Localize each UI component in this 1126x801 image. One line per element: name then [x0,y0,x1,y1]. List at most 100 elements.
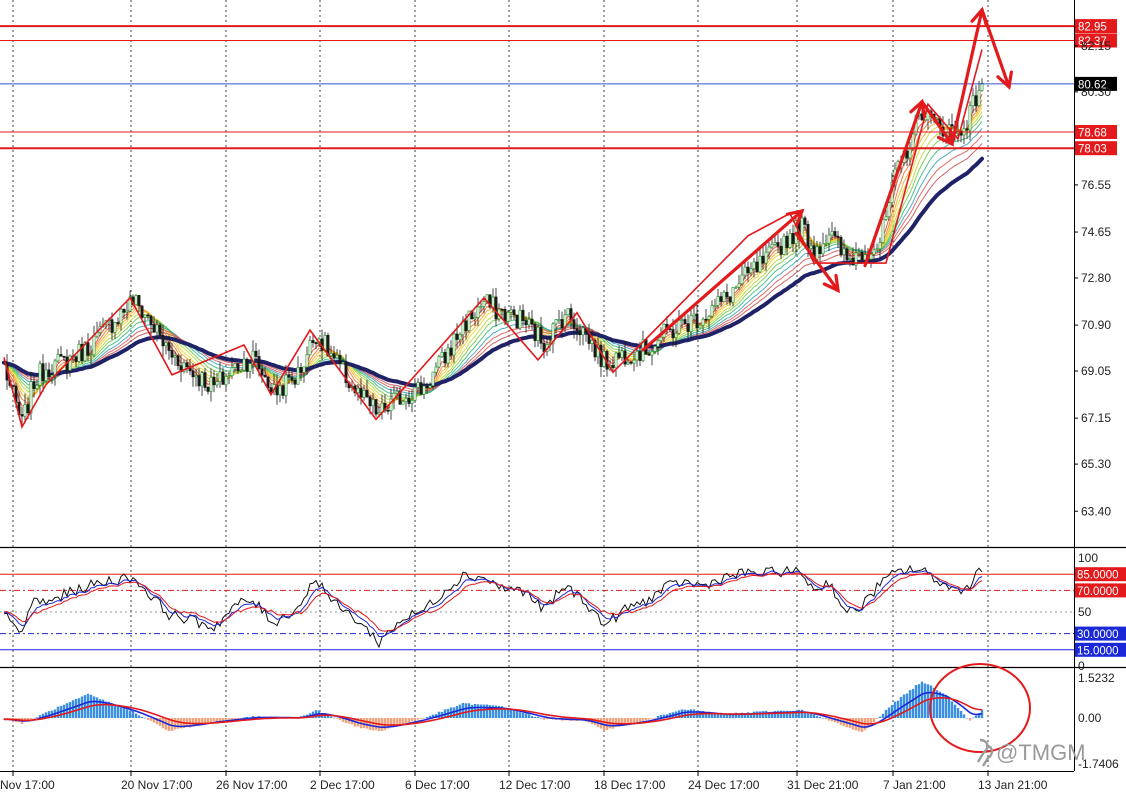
candle-246 [740,264,744,286]
candle-191 [575,318,579,341]
candle-body-287 [863,254,867,261]
candle-body-73 [221,371,225,385]
candle-body-175 [527,318,531,326]
candle-137 [413,378,417,404]
macd-tick-label-2: -1.7406 [1078,757,1119,771]
candle-body-239 [719,296,723,302]
candle-260 [782,233,786,255]
macd-bar-325 [977,713,981,718]
candle-body-169 [509,309,513,313]
candle-body-120 [362,390,366,398]
macd-bar-80 [242,717,246,718]
candle-96 [290,371,294,385]
candle-72 [218,362,222,388]
price-tick-label-6: 74.65 [1081,225,1111,239]
candle-10 [32,375,36,398]
candle-20 [62,355,66,361]
time-tick-label-0: Nov 17:00 [0,778,55,792]
macd-bar-290 [872,718,876,722]
candle-body-149 [449,347,453,356]
candle-body-112 [338,354,342,364]
candle-body-166 [500,308,504,311]
candle-232 [698,322,702,329]
macd-bar-305 [917,684,921,718]
macd-bar-64 [194,718,198,726]
candle-277 [833,227,837,239]
osc-tick-label-2: 0 [1078,659,1085,673]
candle-body-259 [779,245,783,255]
candle-body-248 [746,266,750,274]
candle-240 [722,290,726,302]
candle-162 [488,294,492,309]
candle-body-234 [704,318,708,321]
candle-77 [233,363,237,372]
macd-bar-179 [539,717,543,719]
candle-142 [428,382,432,390]
candle-208 [626,358,630,366]
candle-body-277 [833,231,837,237]
candle-73 [221,367,225,385]
macd-bar-134 [404,718,408,724]
candle-body-86 [260,368,264,376]
candle-74 [224,373,228,391]
candle-body-321 [965,128,969,131]
candle-body-292 [878,242,882,250]
candle-body-268 [806,224,810,249]
macd-bar-33 [101,699,105,718]
candle-body-188 [566,308,570,316]
macd-bar-75 [227,718,231,720]
macd-bar-144 [434,714,438,718]
candle-219 [659,327,663,348]
candle-body-241 [725,291,729,298]
candle-body-159 [479,306,483,308]
candle-276 [830,222,834,240]
macd-bar-41 [125,709,129,718]
macd-bar-175 [527,714,531,718]
macd-bar-113 [341,718,345,722]
candle-body-93 [281,385,285,396]
candle-244 [734,285,738,289]
macd-bar-319 [959,710,963,718]
watermark: @TMGM [976,738,1086,767]
candle-body-58 [176,355,180,367]
candle-275 [827,227,831,252]
time-tick-label-7: 24 Dec 17:00 [688,778,760,792]
macd-bar-173 [521,713,525,718]
candle-93 [281,383,285,400]
price-tick-label-2: 67.15 [1081,411,1111,425]
candle-253 [761,245,765,270]
macd-bar-292 [878,716,882,718]
macd-bar-229 [689,709,693,718]
zigzag-line [3,49,983,430]
candle-body-238 [716,296,720,306]
macd-bar-217 [653,718,657,719]
candle-41 [125,301,129,320]
macd-bar-46 [140,717,144,718]
macd-bar-74 [224,718,228,721]
macd-bar-244 [734,712,738,718]
candle-body-98 [296,367,300,385]
candle-body-75 [227,375,231,377]
macd-bar-162 [488,705,492,718]
time-tick-label-4: 6 Dec 17:00 [405,778,470,792]
candle-172 [518,305,522,331]
candle-body-237 [713,305,717,307]
candle-body-38 [116,322,120,324]
macd-bar-291 [875,718,879,719]
candle-114 [344,354,348,388]
candle-323 [971,88,975,113]
candle-body-101 [305,354,309,368]
candle-body-155 [467,310,471,331]
candle-body-145 [437,356,441,368]
candle-body-144 [434,366,438,373]
candle-body-50 [152,324,156,333]
price-tick-label-7: 76.55 [1081,178,1111,192]
candle-252 [758,245,762,274]
macd-bar-261 [785,710,789,718]
macd-bar-164 [494,705,498,718]
time-tick-label-1: 20 Nov 17:00 [121,778,193,792]
candle-19 [59,346,63,357]
candle-278 [836,230,840,249]
